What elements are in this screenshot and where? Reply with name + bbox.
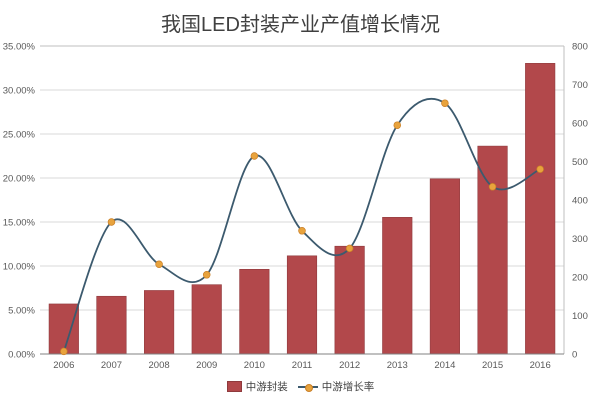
svg-text:15.00%: 15.00% <box>3 218 36 229</box>
svg-text:700: 700 <box>572 80 588 91</box>
svg-text:400: 400 <box>572 196 588 207</box>
svg-text:2008: 2008 <box>149 360 170 371</box>
svg-text:10.00%: 10.00% <box>3 262 36 273</box>
svg-text:2014: 2014 <box>434 360 455 371</box>
svg-text:2015: 2015 <box>482 360 503 371</box>
svg-text:200: 200 <box>572 273 588 284</box>
svg-text:2009: 2009 <box>196 360 217 371</box>
svg-text:2013: 2013 <box>387 360 408 371</box>
svg-text:100: 100 <box>572 311 588 322</box>
svg-text:2006: 2006 <box>53 360 74 371</box>
svg-text:500: 500 <box>572 157 588 168</box>
svg-text:800: 800 <box>572 42 588 53</box>
svg-text:20.00%: 20.00% <box>3 174 36 185</box>
svg-text:25.00%: 25.00% <box>3 130 36 141</box>
svg-text:2012: 2012 <box>339 360 360 371</box>
svg-text:0.00%: 0.00% <box>8 350 35 361</box>
svg-text:30.00%: 30.00% <box>3 86 36 97</box>
svg-text:300: 300 <box>572 234 588 245</box>
svg-text:600: 600 <box>572 119 588 130</box>
svg-text:2016: 2016 <box>530 360 551 371</box>
svg-text:35.00%: 35.00% <box>3 42 36 53</box>
svg-text:2011: 2011 <box>292 360 312 371</box>
svg-text:2010: 2010 <box>244 360 265 371</box>
svg-text:5.00%: 5.00% <box>8 306 35 317</box>
svg-text:2007: 2007 <box>101 360 122 371</box>
svg-text:0: 0 <box>572 350 577 361</box>
